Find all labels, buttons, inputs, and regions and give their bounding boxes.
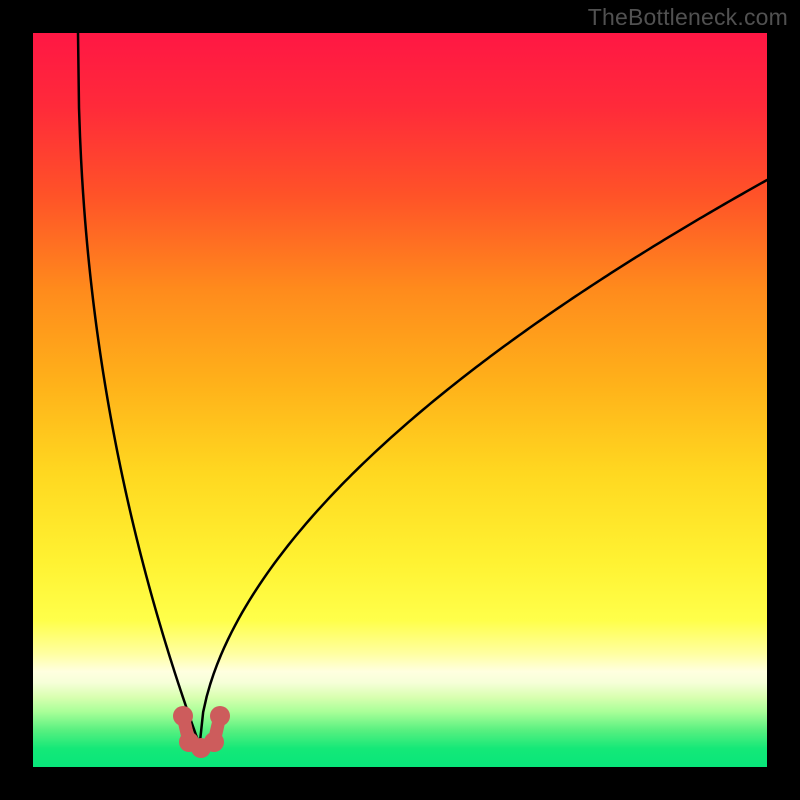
- watermark-text: TheBottleneck.com: [588, 4, 788, 31]
- plot-background: [33, 33, 767, 767]
- marker-point: [173, 706, 193, 726]
- chart-container: TheBottleneck.com: [0, 0, 800, 800]
- bottleneck-chart: [0, 0, 800, 800]
- marker-point: [204, 732, 224, 752]
- marker-point: [210, 706, 230, 726]
